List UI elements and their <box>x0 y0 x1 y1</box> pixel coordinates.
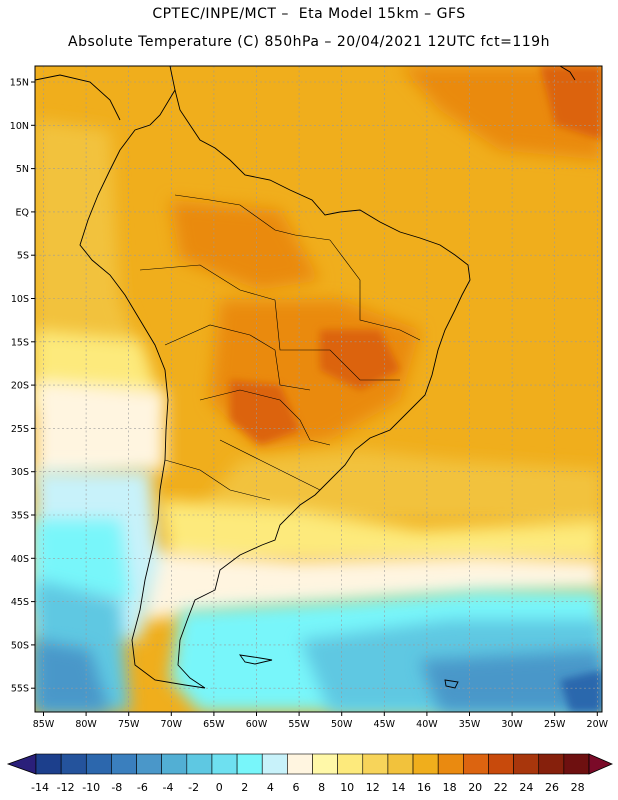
lon-label-2: 75W <box>118 719 140 730</box>
lon-label-7: 50W <box>331 719 353 730</box>
colorbar-swatch-13 <box>362 753 389 775</box>
colorbar-label-14: 14 <box>391 781 405 794</box>
colorbar-arrow-right <box>588 753 614 775</box>
lat-label-5: 10S <box>11 294 29 305</box>
lon-label-8: 45W <box>374 719 396 730</box>
colorbar-arrow-left <box>6 753 37 775</box>
temperature-field <box>35 66 602 712</box>
colorbar-label-19: 24 <box>519 781 533 794</box>
colorbar-label-2: -10 <box>82 781 100 794</box>
lon-label-12: 25W <box>544 719 566 730</box>
lat-lon-grid <box>35 66 602 712</box>
lat-label-4: 5S <box>17 251 29 262</box>
colorbar-swatch-8 <box>236 753 263 775</box>
title-line-1: CPTEC/INPE/MCT – Eta Model 15km – GFS <box>152 6 466 22</box>
colorbar-swatch-5 <box>161 753 188 775</box>
lon-label-11: 30W <box>501 719 523 730</box>
lon-label-1: 80W <box>75 719 97 730</box>
lat-label-1: 10N <box>10 121 29 132</box>
colorbar-swatch-21 <box>563 753 590 775</box>
colorbar-label-1: -12 <box>57 781 75 794</box>
colorbar-swatch-19 <box>513 753 540 775</box>
colorbar-label-8: 2 <box>241 781 248 794</box>
colorbar-swatch-7 <box>211 753 238 775</box>
colorbar-swatch-1 <box>60 753 87 775</box>
colorbar-label-9: 4 <box>267 781 274 794</box>
colorbar-label-6: -2 <box>188 781 199 794</box>
lon-label-5: 60W <box>246 719 268 730</box>
lat-label-3: EQ <box>16 207 29 218</box>
lat-label-7: 20S <box>11 381 29 392</box>
lat-label-9: 30S <box>11 467 29 478</box>
lat-label-13: 50S <box>11 640 29 651</box>
colorbar-label-12: 10 <box>340 781 354 794</box>
colorbar-swatch-4 <box>136 753 162 775</box>
latitude-labels: 15N 10N 5N EQ 5S 10S 15S 20S 25S 30S 35S 40S 45S 50S 5… <box>10 78 35 695</box>
colorbar-swatch-20 <box>538 753 565 775</box>
lon-label-3: 70W <box>161 719 183 730</box>
longitude-labels: 85W 80W 75W 70W 65W 60W 55W 50W 45W 40W 35W 30W 25W 2… <box>33 712 609 730</box>
colorbar-label-21: 28 <box>571 781 585 794</box>
colorbar-swatch-14 <box>387 753 414 775</box>
colorbar-label-0: -14 <box>31 781 49 794</box>
colorbar-label-10: 6 <box>293 781 300 794</box>
colorbar-label-17: 20 <box>468 781 482 794</box>
colorbar-swatch-11 <box>312 753 338 775</box>
colorbar-label-15: 16 <box>417 781 431 794</box>
colorbar-swatch-2 <box>85 753 112 775</box>
lon-label-6: 55W <box>288 719 310 730</box>
title-line-2: Absolute Temperature (C) 850hPa – 20/04/… <box>68 34 550 50</box>
colorbar-label-20: 26 <box>545 781 559 794</box>
colorbar-label-13: 12 <box>366 781 380 794</box>
lat-label-14: 55S <box>11 684 29 695</box>
colorbar-swatch-15 <box>412 753 439 775</box>
colorbar-swatch-18 <box>488 753 514 775</box>
colorbar-swatch-6 <box>186 753 213 775</box>
colorbar-label-16: 18 <box>443 781 457 794</box>
lat-label-10: 35S <box>11 511 29 522</box>
lat-label-6: 15S <box>11 337 29 348</box>
colorbar-label-4: -6 <box>137 781 148 794</box>
lon-label-10: 35W <box>459 719 481 730</box>
lat-label-8: 25S <box>11 424 29 435</box>
plot-frame <box>34 65 603 713</box>
colorbar-swatch-10 <box>287 753 313 775</box>
country-borders <box>139 194 421 501</box>
lon-label-4: 65W <box>203 719 225 730</box>
colorbar-swatch-0 <box>35 753 62 775</box>
colorbar-swatch-16 <box>437 753 464 775</box>
lon-label-13: 20W <box>587 719 609 730</box>
colorbar-label-5: -4 <box>163 781 174 794</box>
colorbar-swatch-12 <box>337 753 364 775</box>
colorbar-label-11: 8 <box>318 781 325 794</box>
colorbar: -14 -12 -10 -8 -6 -4 -2 0 2 4 6 8 10 12 14 16 18 20 22 24 26… <box>6 753 614 794</box>
lat-label-2: 5N <box>16 164 29 175</box>
lat-label-11: 40S <box>11 554 29 565</box>
colorbar-label-7: 0 <box>216 781 223 794</box>
lat-label-0: 15N <box>10 78 29 89</box>
colorbar-label-18: 22 <box>494 781 508 794</box>
lat-label-12: 45S <box>11 597 29 608</box>
coastlines <box>35 66 576 689</box>
colorbar-swatch-17 <box>463 753 489 775</box>
lon-label-9: 40W <box>416 719 438 730</box>
colorbar-label-3: -8 <box>111 781 122 794</box>
lon-label-0: 85W <box>33 719 55 730</box>
colorbar-swatch-3 <box>111 753 137 775</box>
colorbar-swatch-9 <box>261 753 288 775</box>
